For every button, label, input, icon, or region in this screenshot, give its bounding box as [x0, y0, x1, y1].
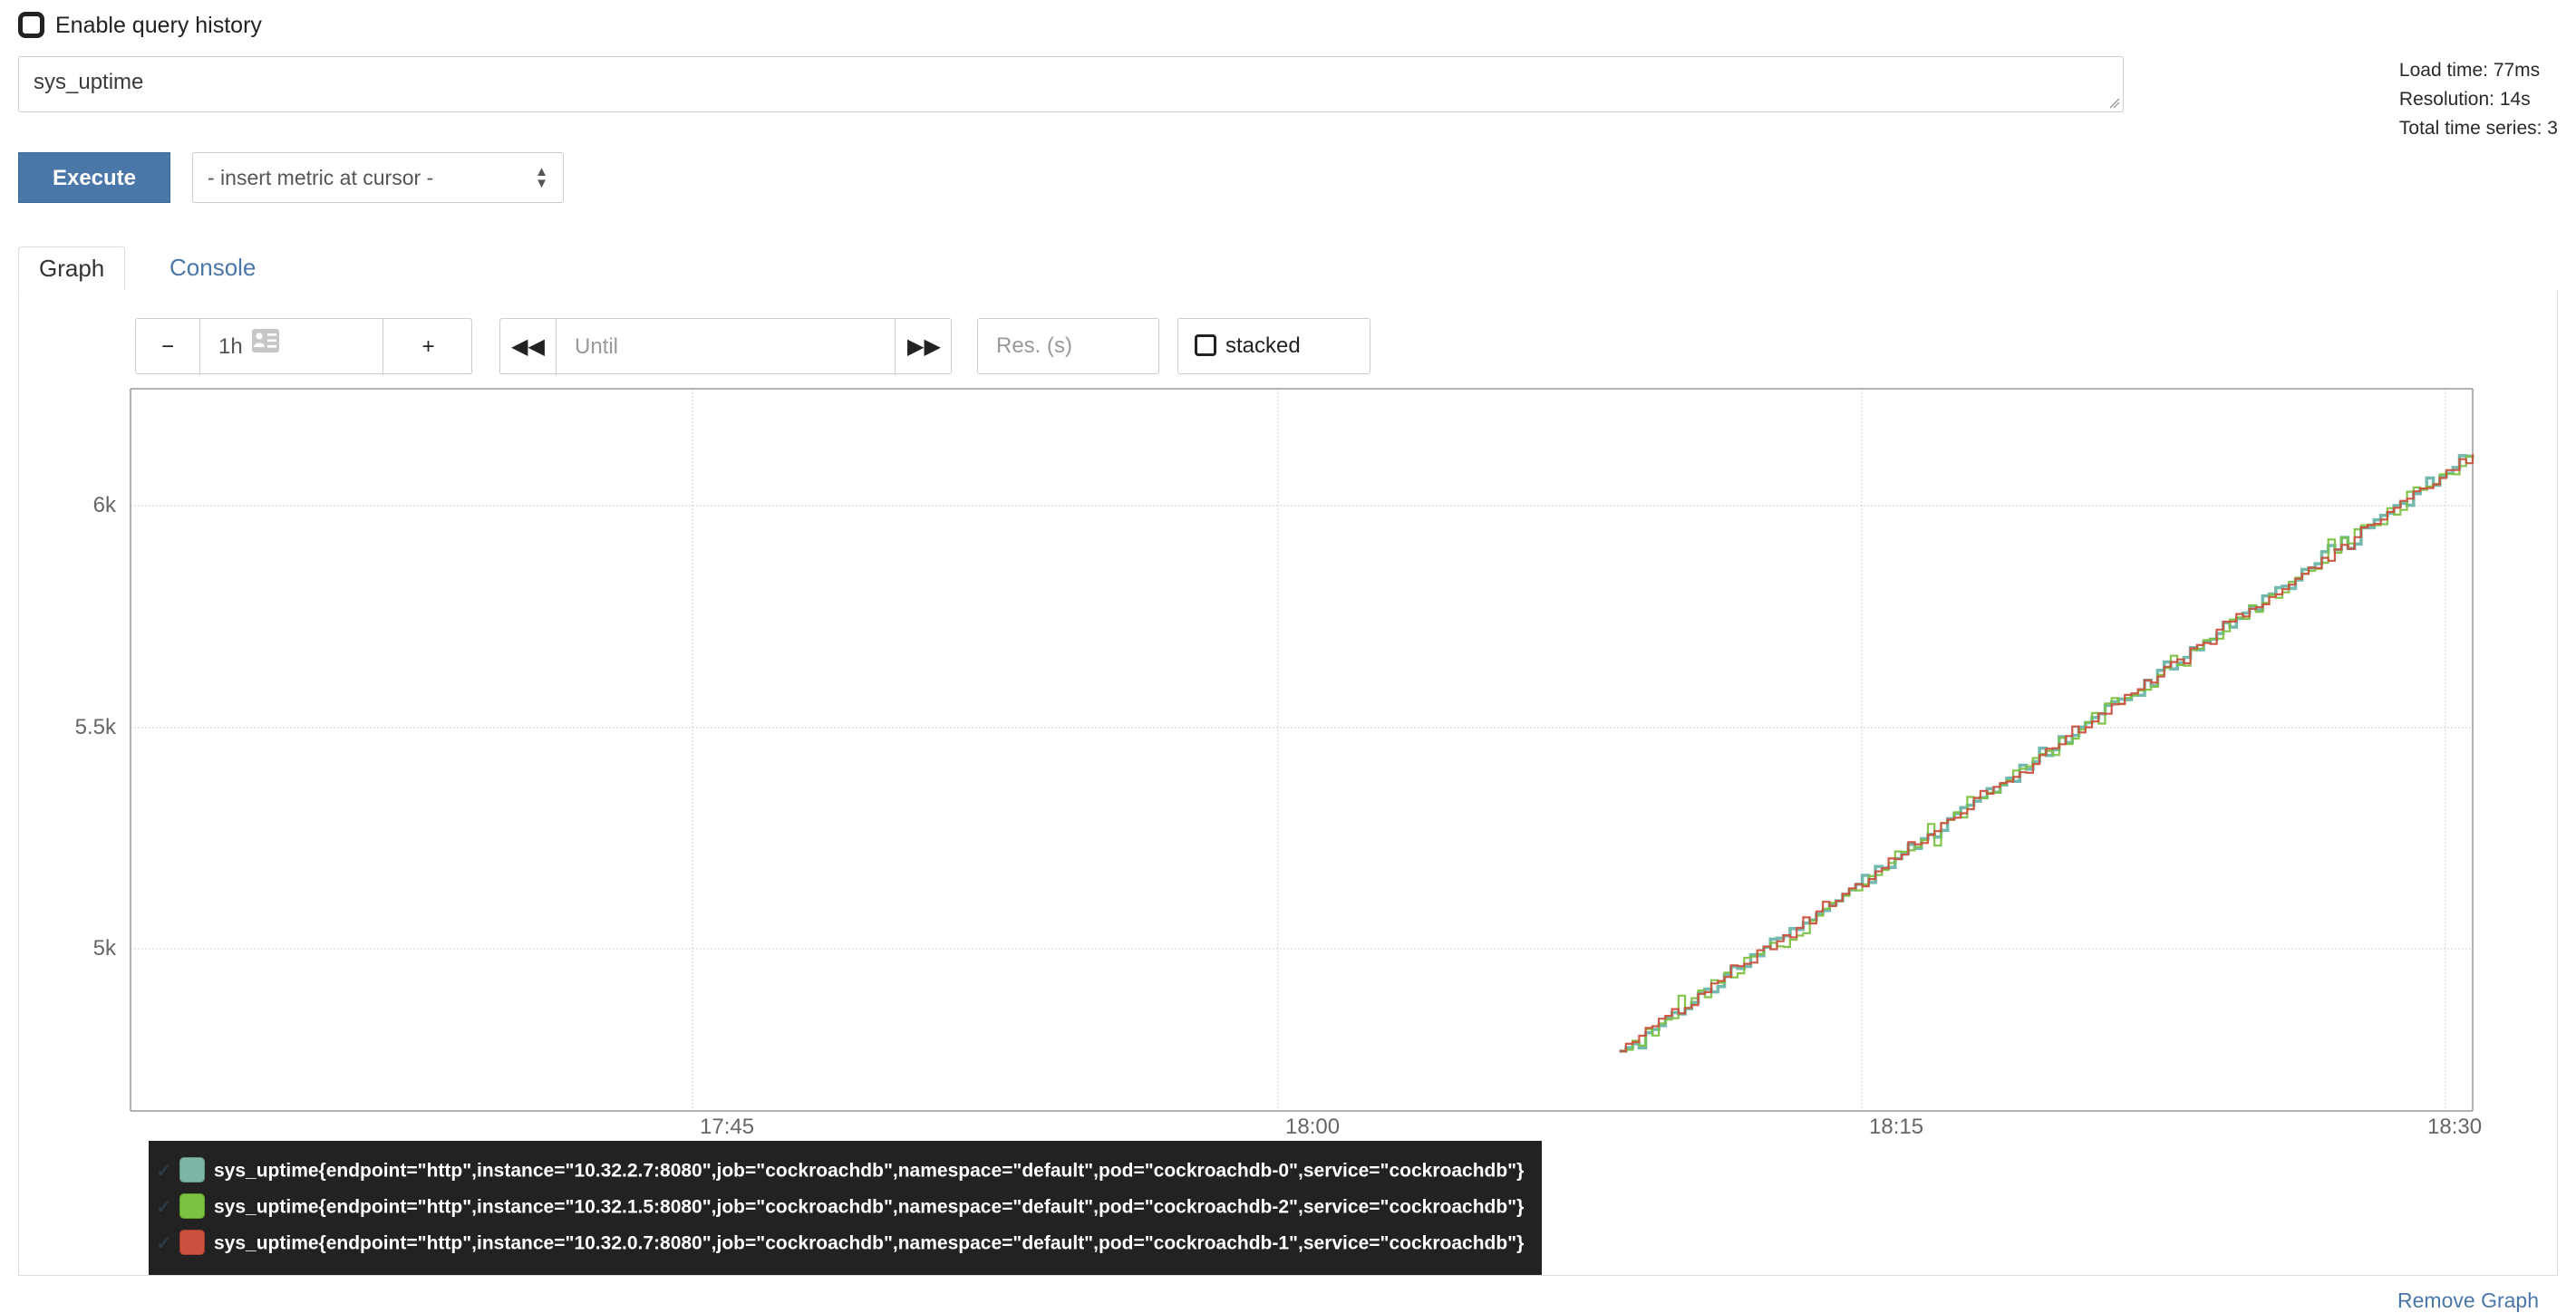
svg-text:5.5k: 5.5k	[75, 715, 117, 739]
svg-text:5k: 5k	[93, 936, 117, 961]
svg-text:6k: 6k	[93, 493, 117, 517]
svg-text:18:30: 18:30	[2427, 1115, 2482, 1139]
svg-text:18:00: 18:00	[1285, 1115, 1340, 1139]
svg-text:18:15: 18:15	[1869, 1115, 1923, 1139]
svg-text:17:45: 17:45	[700, 1115, 754, 1139]
